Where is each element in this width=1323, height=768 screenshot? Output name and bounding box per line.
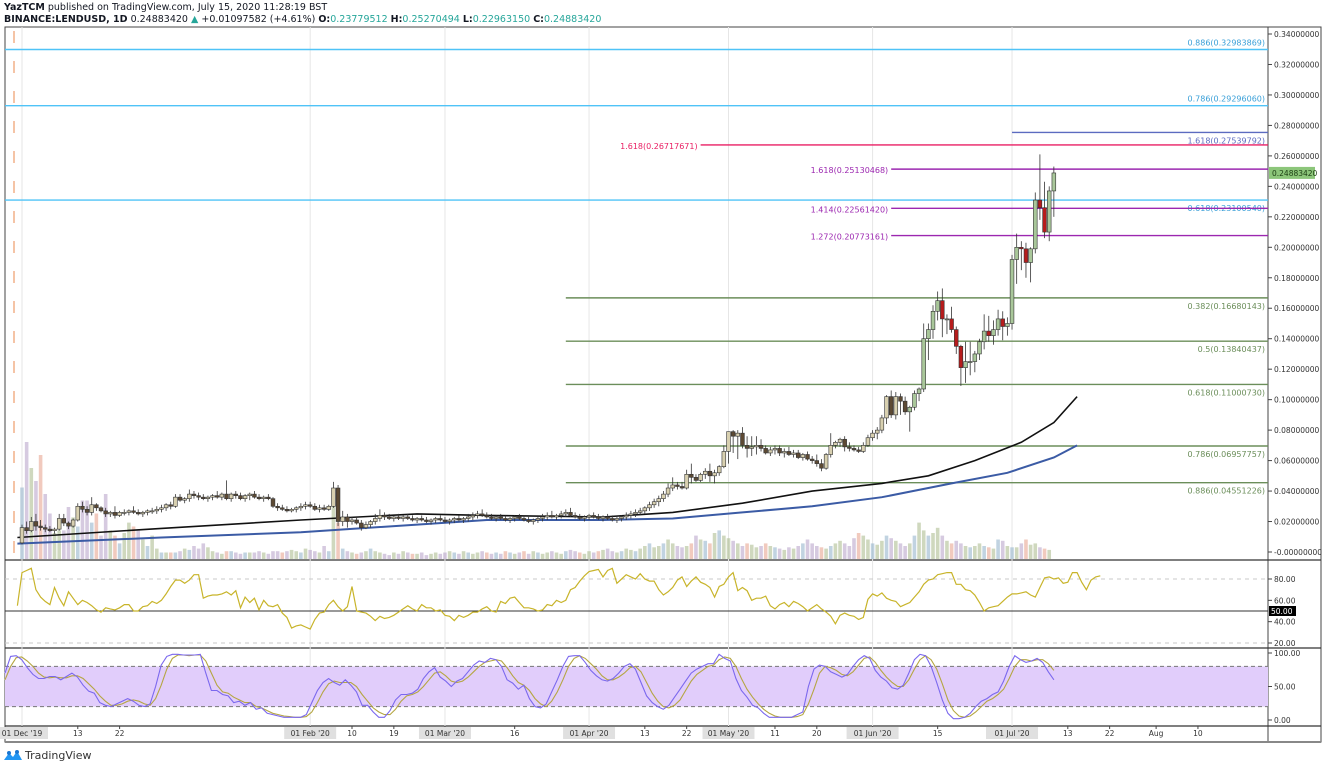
rsi-line [16,567,1101,630]
fib-label: 1.618(0.26717671) [620,142,698,151]
price-tick-label: 0.24000000 [1274,182,1320,191]
rsi-tick-label: 80.00 [1274,575,1296,584]
close-value: 0.24883420 [543,14,602,25]
tradingview-brand: TradingView [25,749,92,762]
time-tick-label: 22 [115,729,125,738]
svg-text:50.00: 50.00 [1271,607,1293,616]
rsi-tick-label: 40.00 [1274,618,1296,627]
fib-label: 1.414(0.22561420) [811,205,889,214]
time-tick-label: 01 Apr '20 [570,729,609,738]
stoch-k-line [4,653,1055,720]
price-tick-label: 0.04000000 [1274,487,1320,496]
time-tick-label: 22 [1105,729,1115,738]
last-price-tag [1269,166,1315,179]
publish-info: YazTCM published on TradingView.com, Jul… [4,2,327,14]
up-arrow-icon: ▲ [191,14,199,25]
symbol-label: BINANCE:LENDUSD, 1D [4,14,128,25]
time-tick-label: 01 Mar '20 [425,729,465,738]
candlesticks [19,154,1057,545]
time-tick-label: Aug [1149,729,1164,738]
time-tick-label: 10 [1193,729,1203,738]
price-tick-label: 0.10000000 [1274,396,1320,405]
fib-label: 0.618(0.11000730) [1188,388,1266,397]
time-tick-label: 20 [812,729,822,738]
time-tick-label: 16 [510,729,520,738]
time-tick-label: 13 [1063,729,1073,738]
fibonacci-levels[interactable]: 0.886(0.32983869) 0.786(0.29296060) 1.618(… [5,38,1268,496]
price-tick-label: 0.20000000 [1274,243,1320,252]
stoch-rsi-pane[interactable]: 100.00 50.00 0.00 [4,649,1300,725]
last-price-tag-label: 0.24883420 [1272,169,1318,178]
publish-text: published on TradingView.com, July 15, 2… [44,2,328,13]
time-tick-label: 22 [682,729,692,738]
time-tick-label: 01 Jul '20 [995,729,1030,738]
fib-label: 1.618(0.27539792) [1188,136,1266,145]
symbol-info: BINANCE:LENDUSD, 1D 0.24883420 ▲ +0.0109… [4,14,601,26]
price-tick-label: 0.02000000 [1274,518,1320,527]
fib-label: 0.786(0.29296060) [1188,95,1266,104]
fib-label: 1.272(0.20773161) [811,233,889,242]
time-tick-label: 11 [770,729,780,738]
fib-label: 1.618(0.25130468) [811,166,889,175]
price-tick-label: 0.22000000 [1274,213,1320,222]
stoch-tick-label: 0.00 [1274,716,1291,725]
author-name: YazTCM [4,2,45,13]
price-tick-label: 0.32000000 [1274,60,1320,69]
open-label: O: [318,14,331,25]
price-tick-label: 0.26000000 [1274,152,1320,161]
rsi-tick-label: 20.00 [1274,639,1296,648]
low-label: L: [462,14,473,25]
fib-label: 0.382(0.16680143) [1188,302,1266,311]
time-tick-label: 13 [73,729,83,738]
time-tick-label: 10 [347,729,357,738]
high-value: 0.25270494 [402,14,460,25]
fib-label: 0.786(0.06957757) [1188,450,1266,459]
time-axis[interactable]: 01 Dec '19 13 22 01 Feb '20 10 19 01 Mar '20 16… [0,726,1203,739]
price-tick-label: 0.12000000 [1274,365,1320,374]
ma-blue-line [17,444,1078,545]
vertical-gridlines [21,27,1013,726]
close-label: C: [533,14,544,25]
time-tick-label: 15 [933,729,943,738]
fib-label: 0.886(0.32983869) [1188,38,1266,47]
price-axis[interactable]: 0.34000000 0.32000000 0.30000000 0.28000000… [1268,30,1322,557]
price-tick-label: 0.30000000 [1274,91,1320,100]
tradingview-logo-icon [4,750,22,760]
price-change: +0.01097582 (+4.61%) [201,14,316,25]
price-tick-label: 0.08000000 [1274,426,1320,435]
fib-label: 0.5(0.13840437) [1198,345,1265,354]
fib-label: 0.886(0.04551226) [1188,487,1266,496]
time-tick-label: 01 Feb '20 [291,729,330,738]
open-value: 0.23779512 [330,14,388,25]
time-tick-label: 01 Dec '19 [2,729,43,738]
high-label: H: [390,14,403,25]
rsi-tick-label: 60.00 [1274,596,1296,605]
stoch-tick-label: 100.00 [1274,649,1300,658]
time-tick-label: 13 [640,729,650,738]
time-tick-label: 19 [389,729,399,738]
rsi-pane[interactable]: 80.00 60.00 50.00 40.00 20.00 [5,567,1296,648]
stoch-tick-label: 50.00 [1274,683,1296,692]
price-tick-label: -0.00000000 [1274,548,1322,557]
last-price: 0.24883420 [130,14,188,25]
price-tick-label: 0.16000000 [1274,304,1320,313]
rsi-current-tag [1269,606,1296,616]
time-tick-label: 01 May '20 [708,729,750,738]
low-value: 0.22963150 [472,14,531,25]
volume-bars [20,442,1052,559]
price-tick-label: 0.28000000 [1274,121,1320,130]
price-tick-label: 0.14000000 [1274,335,1320,344]
tradingview-logo[interactable]: TradingView [4,749,91,762]
price-tick-label: 0.34000000 [1274,30,1320,39]
price-tick-label: 0.06000000 [1274,457,1320,466]
time-tick-label: 01 Jun '20 [854,729,892,738]
price-tick-label: 0.18000000 [1274,274,1320,283]
